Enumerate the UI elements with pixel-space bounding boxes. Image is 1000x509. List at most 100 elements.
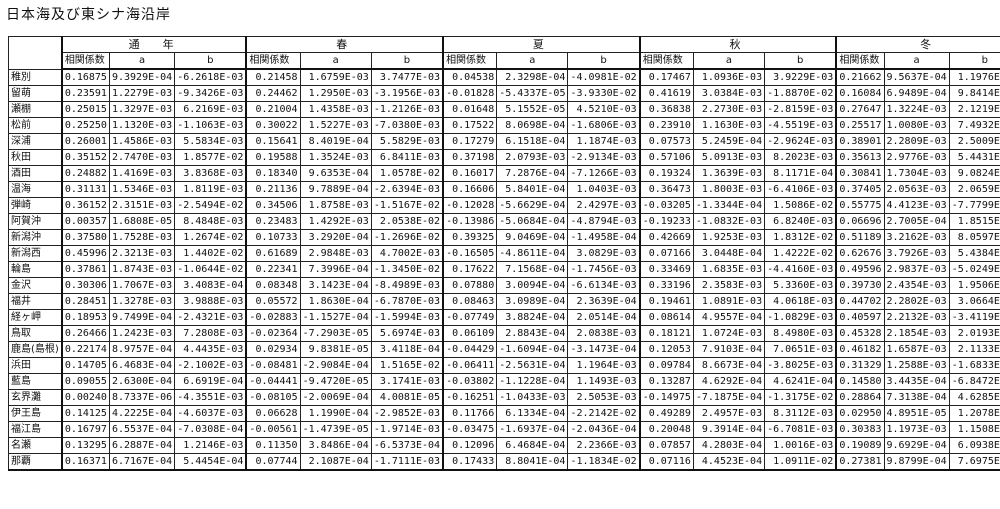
coefficient-a-cell: 1.4292E-03	[299, 213, 372, 230]
table-row: 深浦 0.26001 1.4586E-03 5.5834E-03 0.15641 8.40…	[7, 133, 1000, 150]
coefficient-b-cell: 7.0651E-03	[764, 341, 837, 358]
station-name: 福井	[7, 293, 63, 310]
coefficient-b-cell: 1.5165E-02	[370, 357, 444, 374]
coefficient-b-cell: 2.5009E-02	[948, 133, 1000, 150]
coefficient-b-cell: -6.7870E-03	[370, 293, 444, 310]
coefficient-a-cell: 6.2887E-04	[108, 437, 176, 454]
coefficient-b-cell: 3.9888E-03	[174, 293, 247, 310]
coefficient-a-cell: 2.2802E-03	[883, 293, 950, 310]
season-header-row: 通 年 春 夏 秋 冬	[7, 36, 1000, 70]
correlation-header: 相関係数	[835, 52, 885, 70]
coefficient-a-cell: 9.7499E-04	[108, 309, 176, 326]
correlation-cell: 0.09055	[60, 373, 110, 390]
station-name: 酒田	[7, 165, 63, 182]
coefficient-a-cell: 1.2279E-03	[108, 85, 176, 102]
coefficient-a-cell: 5.0913E-03	[692, 149, 766, 166]
correlation-cell: 0.37580	[60, 229, 110, 246]
coefficient-b-cell: 4.6285E-03	[948, 389, 1000, 406]
table-row: 金沢 0.30306 1.7067E-03 3.4083E-04 0.08348 3.14…	[7, 277, 1000, 294]
coefficient-b-cell: -1.7111E-03	[370, 453, 444, 471]
coefficient-a-cell: -1.6937E-04	[496, 421, 569, 438]
table-row: 藍島 0.09055 2.6300E-04 6.6919E-04 -0.04441 -9.…	[7, 373, 1000, 390]
station-name: 輪島	[7, 261, 63, 278]
table-row: 新潟西 0.45996 2.3213E-03 1.4402E-02 0.61689 2.9…	[7, 245, 1000, 262]
table-row: 経ヶ岬 0.18953 9.7499E-04 -2.4321E-03 -0.02883-…	[7, 309, 1000, 326]
correlation-cell: 0.21662	[835, 68, 885, 86]
coefficient-b-cell: -4.5519E-03	[764, 117, 837, 134]
coefficient-a-cell: 9.3914E-04	[692, 421, 766, 438]
station-name: 鹿島(島根)	[7, 341, 63, 358]
station-name: 藍島	[7, 373, 63, 390]
correlation-cell: -0.03205	[638, 197, 694, 214]
coefficient-a-cell: 8.0698E-04	[496, 117, 569, 134]
coefficient-b-cell: -8.4989E-03	[370, 277, 444, 294]
station-name: 福江島	[7, 421, 63, 438]
correlation-cell: 0.61689	[245, 245, 301, 262]
correlation-cell: 0.39325	[442, 229, 498, 246]
correlation-cell: 0.01648	[442, 101, 498, 118]
station-name: 金沢	[7, 277, 63, 294]
coefficient-a-cell: 3.0384E-03	[692, 85, 766, 102]
coefficient-a-cell: 7.9103E-04	[692, 341, 766, 358]
coefficient-a-cell: 2.0793E-03	[496, 149, 569, 166]
coefficient-a-cell: 7.2876E-04	[496, 165, 569, 182]
correlation-cell: 0.51189	[835, 229, 885, 246]
correlation-cell: 0.07573	[638, 133, 694, 150]
coefficient-b-cell: 3.7477E-03	[370, 68, 444, 86]
correlation-header: 相関係数	[638, 52, 694, 70]
coefficient-b-cell: 4.0618E-03	[764, 293, 837, 310]
coefficient-b-cell: -7.0380E-03	[370, 117, 444, 134]
station-name: 新潟沖	[7, 229, 63, 246]
coefficient-b-cell: 1.1874E-03	[567, 133, 641, 150]
coefficient-a-cell: 1.0936E-03	[692, 68, 766, 86]
correlation-cell: 0.35613	[835, 149, 885, 166]
table-row: 伊王島 0.14125 4.2225E-04 -4.6037E-03 0.06628 1.…	[7, 405, 1000, 422]
coefficient-a-cell: 5.2459E-04	[692, 133, 766, 150]
coefficient-b-cell: -6.8472E-04	[948, 373, 1000, 390]
table-row: 松前 0.25250 1.1320E-03 -1.1063E-03 0.30022 1.5…	[7, 117, 1000, 134]
station-name: 温海	[7, 181, 63, 198]
coefficient-a-cell: 1.7067E-03	[108, 277, 176, 294]
coefficient-b-cell: -2.5494E-02	[174, 197, 247, 214]
coefficient-a-cell: -1.0433E-03	[496, 389, 569, 406]
coefficient-b-cell: 1.0578E-02	[370, 165, 444, 182]
station-name: 深浦	[7, 133, 63, 150]
coefficient-a-cell: 1.8003E-03	[692, 181, 766, 198]
station-name: 秋田	[7, 149, 63, 166]
coefficient-b-cell: -1.6833E-02	[948, 357, 1000, 374]
coefficient-b-cell: 5.5829E-03	[370, 133, 444, 150]
coefficient-b-header: b	[567, 52, 641, 70]
coefficient-a-cell: 2.3583E-03	[692, 277, 766, 294]
correlation-cell: 0.09784	[638, 357, 694, 374]
coefficient-a-cell: 5.1552E-05	[496, 101, 569, 118]
coefficient-b-cell: -1.6806E-03	[567, 117, 641, 134]
coefficient-b-cell: 6.8240E-03	[764, 213, 837, 230]
station-name: 浜田	[7, 357, 63, 374]
coefficient-b-cell: -7.7799E-02	[948, 197, 1000, 214]
correlation-cell: 0.17279	[442, 133, 498, 150]
coefficient-b-cell: -6.4106E-03	[764, 181, 837, 198]
correlation-cell: 0.17522	[442, 117, 498, 134]
coefficient-a-cell: 3.8486E-04	[299, 437, 372, 454]
page-title: 日本海及び東シナ海沿岸	[6, 7, 171, 23]
correlation-cell: 0.30022	[245, 117, 301, 134]
correlation-cell: 0.12053	[638, 341, 694, 358]
correlation-cell: -0.01828	[442, 85, 498, 102]
coefficient-b-cell: 2.0659E-02	[948, 181, 1000, 198]
coefficient-a-cell: 2.9776E-03	[883, 149, 950, 166]
coefficient-b-cell: 2.5053E-03	[567, 389, 641, 406]
correlation-header: 相関係数	[442, 52, 498, 70]
correlation-header: 相関係数	[60, 52, 110, 70]
coefficient-a-cell: 2.8843E-04	[496, 325, 569, 342]
coefficient-b-cell: -3.8025E-03	[764, 357, 837, 374]
correlation-cell: 0.16875	[60, 68, 110, 86]
coefficient-b-cell: -1.5167E-02	[370, 197, 444, 214]
coefficient-b-cell: -1.8870E-02	[764, 85, 837, 102]
coefficient-b-cell: -1.1063E-03	[174, 117, 247, 134]
coefficient-a-cell: 4.6292E-04	[692, 373, 766, 390]
coefficient-b-cell: -6.2618E-03	[174, 68, 247, 86]
table-row: 瀬棚 0.25015 1.3297E-03 6.2169E-03 0.21004 1.43…	[7, 101, 1000, 118]
correlation-cell: 0.14125	[60, 405, 110, 422]
coefficient-a-cell: 6.9489E-04	[883, 85, 950, 102]
correlation-cell: 0.23591	[60, 85, 110, 102]
